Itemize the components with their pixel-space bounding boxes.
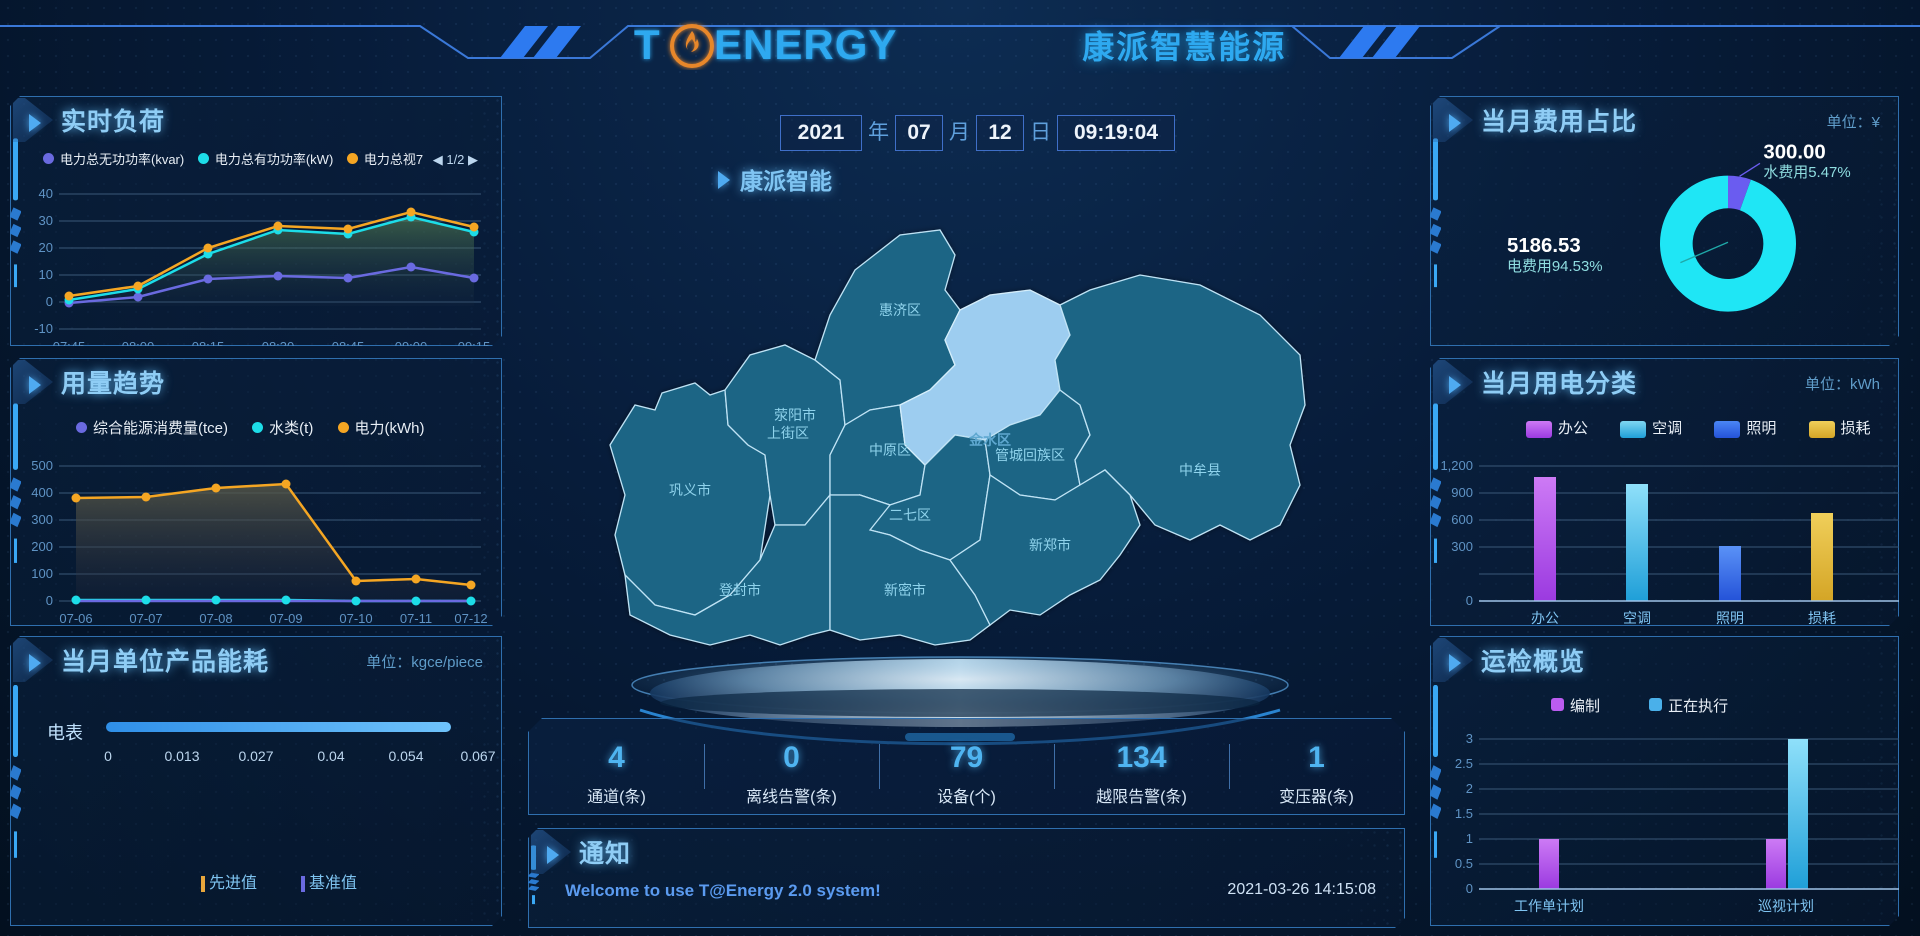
svg-text:照明: 照明 bbox=[1716, 610, 1744, 626]
svg-text:工作单计划: 工作单计划 bbox=[1514, 898, 1584, 914]
svg-text:管城回族区: 管城回族区 bbox=[995, 447, 1065, 463]
svg-text:2.5: 2.5 bbox=[1455, 756, 1473, 771]
svg-text:500: 500 bbox=[31, 458, 53, 473]
svg-text:07-06: 07-06 bbox=[59, 611, 92, 626]
svg-text:办公: 办公 bbox=[1531, 610, 1559, 626]
svg-text:100: 100 bbox=[31, 566, 53, 581]
svg-text:0.054: 0.054 bbox=[388, 748, 423, 764]
svg-text:300: 300 bbox=[1451, 539, 1473, 554]
svg-text:1,200: 1,200 bbox=[1440, 458, 1473, 473]
svg-text:07-09: 07-09 bbox=[269, 611, 302, 626]
svg-text:惠济区: 惠济区 bbox=[879, 302, 921, 318]
svg-text:0: 0 bbox=[104, 748, 112, 764]
svg-text:0.5: 0.5 bbox=[1455, 856, 1473, 871]
svg-text:-10: -10 bbox=[34, 321, 53, 336]
svg-text:600: 600 bbox=[1451, 512, 1473, 527]
svg-text:200: 200 bbox=[31, 539, 53, 554]
svg-text:0: 0 bbox=[46, 593, 53, 608]
svg-text:400: 400 bbox=[31, 485, 53, 500]
svg-text:1: 1 bbox=[1466, 831, 1473, 846]
svg-text:新密市: 新密市 bbox=[884, 582, 926, 598]
svg-text:荥阳市: 荥阳市 bbox=[774, 407, 816, 423]
svg-text:07-10: 07-10 bbox=[339, 611, 372, 626]
svg-text:09:15: 09:15 bbox=[458, 339, 491, 354]
svg-text:0: 0 bbox=[1466, 881, 1473, 896]
svg-text:07-08: 07-08 bbox=[199, 611, 232, 626]
svg-text:0.027: 0.027 bbox=[238, 748, 273, 764]
svg-text:中牟县: 中牟县 bbox=[1179, 462, 1221, 478]
svg-text:900: 900 bbox=[1451, 485, 1473, 500]
svg-text:0: 0 bbox=[1466, 593, 1473, 608]
svg-text:新郑市: 新郑市 bbox=[1029, 537, 1071, 553]
svg-text:08:00: 08:00 bbox=[122, 339, 155, 354]
svg-text:3: 3 bbox=[1466, 731, 1473, 746]
svg-text:07:45: 07:45 bbox=[53, 339, 86, 354]
svg-text:09:00: 09:00 bbox=[395, 339, 428, 354]
svg-text:T: T bbox=[634, 21, 661, 68]
svg-text:0.013: 0.013 bbox=[164, 748, 199, 764]
svg-text:金水区: 金水区 bbox=[968, 432, 1011, 448]
svg-text:巡视计划: 巡视计划 bbox=[1758, 898, 1814, 914]
svg-text:08:30: 08:30 bbox=[262, 339, 295, 354]
svg-text:40: 40 bbox=[39, 186, 53, 201]
svg-text:登封市: 登封市 bbox=[719, 582, 761, 598]
svg-text:20: 20 bbox=[39, 240, 53, 255]
svg-text:上街区: 上街区 bbox=[767, 425, 809, 441]
svg-text:0: 0 bbox=[46, 294, 53, 309]
svg-text:水费用5.47%: 水费用5.47% bbox=[1763, 164, 1850, 181]
svg-text:2: 2 bbox=[1466, 781, 1473, 796]
svg-text:07-11: 07-11 bbox=[400, 611, 432, 626]
svg-text:0.04: 0.04 bbox=[317, 748, 344, 764]
svg-text:巩义市: 巩义市 bbox=[669, 482, 711, 498]
svg-text:电费用94.53%: 电费用94.53% bbox=[1507, 258, 1603, 275]
svg-text:30: 30 bbox=[39, 213, 53, 228]
svg-text:中原区: 中原区 bbox=[869, 442, 911, 458]
svg-text:07-12: 07-12 bbox=[454, 611, 487, 626]
svg-text:损耗: 损耗 bbox=[1808, 610, 1836, 626]
svg-text:300: 300 bbox=[31, 512, 53, 527]
svg-text:07-07: 07-07 bbox=[129, 611, 162, 626]
svg-text:二七区: 二七区 bbox=[889, 507, 931, 523]
svg-text:空调: 空调 bbox=[1623, 610, 1651, 626]
svg-text:10: 10 bbox=[39, 267, 53, 282]
svg-text:ENERGY: ENERGY bbox=[714, 21, 897, 68]
svg-text:300.00: 300.00 bbox=[1763, 142, 1825, 164]
svg-text:5186.53: 5186.53 bbox=[1507, 235, 1581, 257]
svg-text:08:15: 08:15 bbox=[192, 339, 225, 354]
svg-text:1.5: 1.5 bbox=[1455, 806, 1473, 821]
svg-text:0.067: 0.067 bbox=[460, 748, 495, 764]
svg-text:08:45: 08:45 bbox=[332, 339, 365, 354]
